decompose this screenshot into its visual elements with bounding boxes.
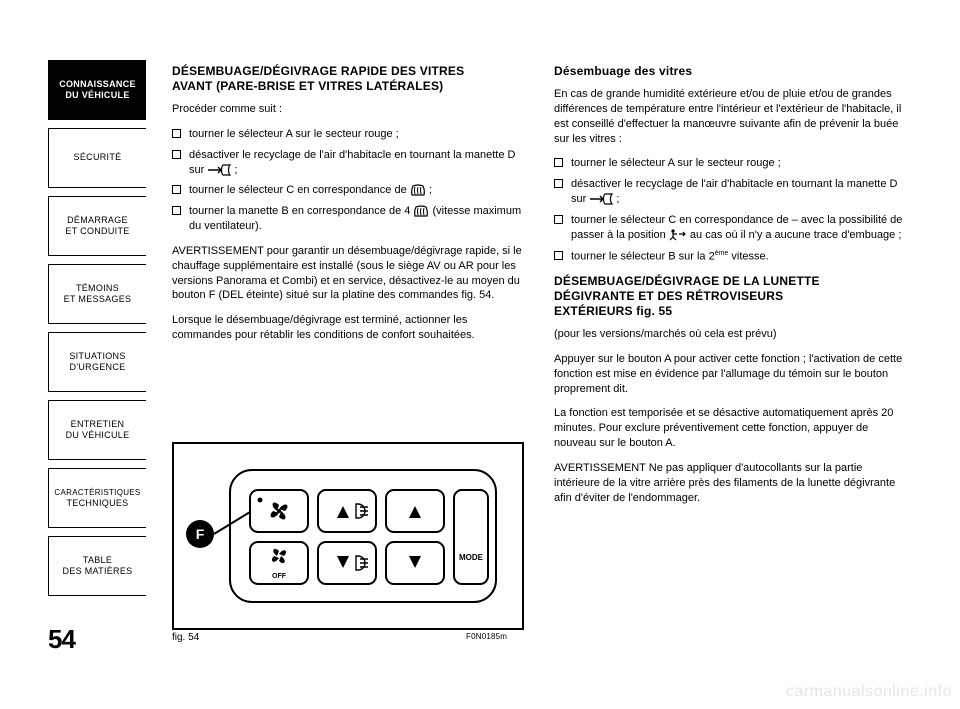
- tab-label: SÉCURITÉ: [74, 152, 122, 162]
- air-to-feet-icon: [669, 229, 687, 241]
- bullet-text: désactiver le recyclage de l'air d'habit…: [571, 177, 906, 207]
- tab-label: SITUATIONS: [69, 351, 125, 361]
- tab-label: DES MATIÈRES: [63, 566, 133, 576]
- list-item: désactiver le recyclage de l'air d'habit…: [554, 177, 906, 207]
- tab-label: ET MESSAGES: [64, 294, 132, 304]
- figure-54: MODE OFF: [172, 442, 524, 635]
- tab-label: D'URGENCE: [70, 362, 126, 372]
- paragraph: Lorsque le désembuage/dégivrage est term…: [172, 313, 524, 343]
- tab-entretien[interactable]: ENTRETIEN DU VÉHICULE: [48, 400, 146, 460]
- tab-table[interactable]: TABLE DES MATIÈRES: [48, 536, 146, 596]
- list-item: tourner le sélecteur C en correspondance…: [554, 213, 906, 243]
- list-item: tourner le sélecteur B sur la 2ème vites…: [554, 249, 906, 265]
- off-label: OFF: [272, 573, 287, 580]
- heading-desembuage-rapide: DÉSEMBUAGE/DÉGIVRAGE RAPIDE DES VITRES A…: [172, 64, 524, 94]
- tab-label: TABLE: [83, 555, 112, 565]
- tab-label: CONNAISSANCE: [59, 79, 136, 89]
- bullet-list: tourner le sélecteur A sur le secteur ro…: [172, 127, 524, 234]
- page-number: 54: [48, 624, 75, 655]
- list-item: tourner le sélecteur C en correspondance…: [172, 183, 524, 198]
- bullet-text: tourner le sélecteur C en correspondance…: [571, 213, 906, 243]
- tab-label: DÉMARRAGE: [67, 215, 128, 225]
- tab-securite[interactable]: SÉCURITÉ: [48, 128, 146, 188]
- figure-code: F0N0185m: [466, 632, 507, 641]
- tab-label: CARACTÉRISTIQUES: [54, 488, 140, 497]
- paragraph: Procéder comme suit :: [172, 102, 524, 117]
- list-item: tourner la manette B en correspondance d…: [172, 204, 524, 234]
- bullet-box-icon: [554, 251, 563, 260]
- column-right: Désembuage des vitres En cas de grande h…: [554, 64, 906, 516]
- paragraph: La fonction est temporisée et se désacti…: [554, 406, 906, 451]
- tab-label: ENTRETIEN: [71, 419, 125, 429]
- heading-lunette: DÉSEMBUAGE/DÉGIVRAGE DE LA LUNETTE DÉGIV…: [554, 274, 906, 319]
- bullet-box-icon: [554, 179, 563, 188]
- tab-label: TECHNIQUES: [66, 498, 128, 508]
- callout-f-label: F: [196, 526, 205, 542]
- mode-label: MODE: [459, 553, 484, 562]
- heading-desembuage-vitres: Désembuage des vitres: [554, 64, 906, 79]
- tab-label: DU VÉHICULE: [65, 90, 129, 100]
- tab-connaissance[interactable]: CONNAISSANCE DU VÉHICULE: [48, 60, 146, 120]
- list-item: désactiver le recyclage de l'air d'habit…: [172, 148, 524, 178]
- sidebar-tabs: CONNAISSANCE DU VÉHICULE SÉCURITÉ DÉMARR…: [48, 60, 146, 604]
- bullet-box-icon: [554, 215, 563, 224]
- bullet-box-icon: [172, 206, 181, 215]
- bullet-text: tourner le sélecteur C en correspondance…: [189, 183, 524, 198]
- air-outside-icon: [207, 164, 231, 176]
- figure-caption: fig. 54: [172, 632, 199, 643]
- bullet-text: tourner le sélecteur A sur le secteur ro…: [189, 127, 524, 142]
- bullet-box-icon: [554, 158, 563, 167]
- column-left: DÉSEMBUAGE/DÉGIVRAGE RAPIDE DES VITRES A…: [172, 64, 524, 353]
- air-outside-icon: [589, 193, 613, 205]
- bullet-text: tourner le sélecteur B sur la 2ème vites…: [571, 249, 906, 265]
- tab-temoins[interactable]: TÉMOINS ET MESSAGES: [48, 264, 146, 324]
- paragraph: En cas de grande humidité extérieure et/…: [554, 87, 906, 146]
- paragraph: AVERTISSEMENT Ne pas appliquer d'autocol…: [554, 461, 906, 506]
- bullet-box-icon: [172, 185, 181, 194]
- bullet-list: tourner le sélecteur A sur le secteur ro…: [554, 156, 906, 264]
- list-item: tourner le sélecteur A sur le secteur ro…: [554, 156, 906, 171]
- watermark: carmanualsonline.info: [786, 683, 952, 701]
- tab-label: ET CONDUITE: [65, 226, 129, 236]
- bullet-box-icon: [172, 129, 181, 138]
- defrost-icon: [410, 184, 426, 196]
- tab-label: DU VÉHICULE: [66, 430, 130, 440]
- defrost-icon: [413, 205, 429, 217]
- paragraph: AVERTISSEMENT pour garantir un désembuag…: [172, 244, 524, 303]
- bullet-text: tourner la manette B en correspondance d…: [189, 204, 524, 234]
- paragraph: Appuyer sur le bouton A pour activer cet…: [554, 352, 906, 397]
- list-item: tourner le sélecteur A sur le secteur ro…: [172, 127, 524, 142]
- tab-urgence[interactable]: SITUATIONS D'URGENCE: [48, 332, 146, 392]
- paragraph: (pour les versions/marchés où cela est p…: [554, 327, 906, 342]
- tab-demarrage[interactable]: DÉMARRAGE ET CONDUITE: [48, 196, 146, 256]
- bullet-text: désactiver le recyclage de l'air d'habit…: [189, 148, 524, 178]
- bullet-text: tourner le sélecteur A sur le secteur ro…: [571, 156, 906, 171]
- tab-caracteristiques[interactable]: CARACTÉRISTIQUES TECHNIQUES: [48, 468, 146, 528]
- tab-label: TÉMOINS: [76, 283, 119, 293]
- bullet-box-icon: [172, 150, 181, 159]
